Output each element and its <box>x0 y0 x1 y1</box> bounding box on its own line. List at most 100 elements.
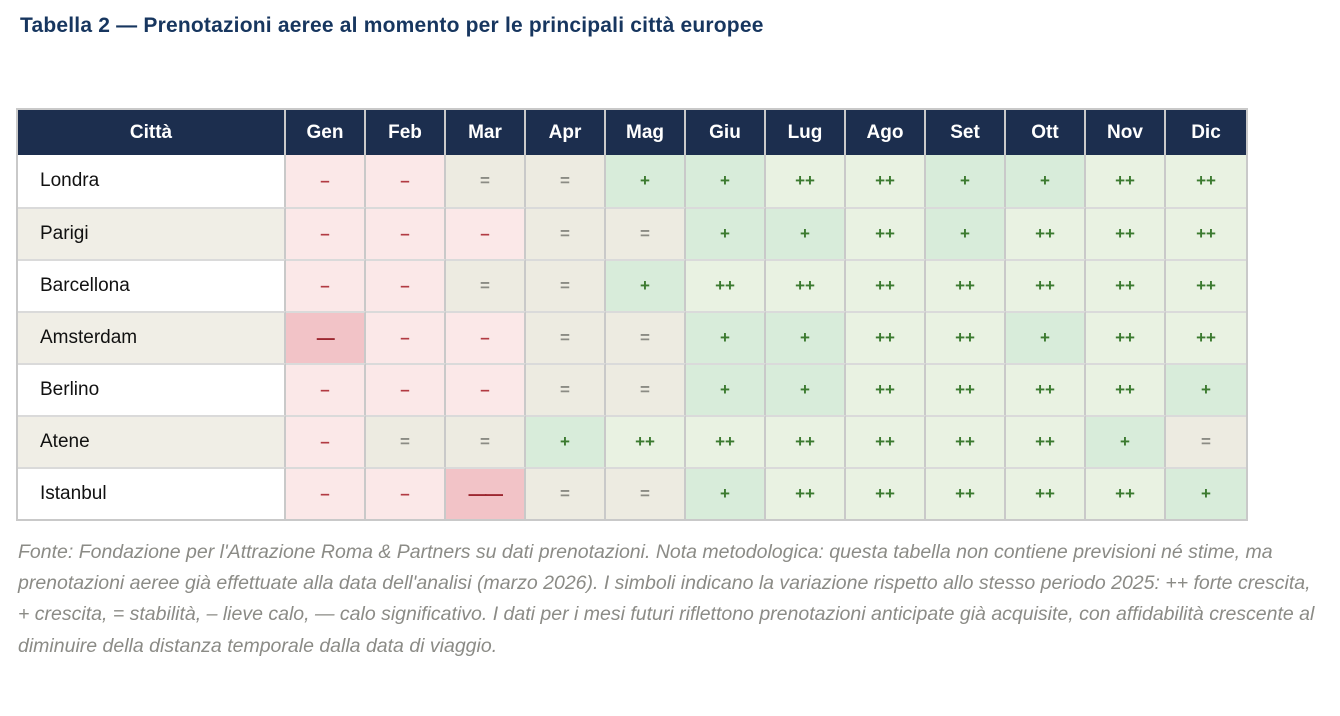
table-header: Città Gen Feb Mar Apr Mag Giu Lug Ago Set Ott Nov Di… <box>18 110 1246 155</box>
city-label: Londra <box>18 155 286 207</box>
booking-trend-cell: – <box>446 363 526 415</box>
booking-trend-cell: – <box>446 207 526 259</box>
booking-trend-cell: ++ <box>1166 155 1246 207</box>
month-column-header: Lug <box>766 110 846 155</box>
city-label: Parigi <box>18 207 286 259</box>
booking-trend-cell: + <box>686 207 766 259</box>
booking-trend-cell: – <box>366 363 446 415</box>
booking-trend-cell: = <box>606 363 686 415</box>
table-row: Londra – – = = + + ++ ++ + + ++ ++ <box>18 155 1246 207</box>
booking-trend-cell: ++ <box>1086 467 1166 519</box>
booking-trend-cell: ++ <box>846 259 926 311</box>
booking-trend-cell: ++ <box>686 259 766 311</box>
booking-trend-cell: = <box>526 311 606 363</box>
booking-trend-cell: ++ <box>766 467 846 519</box>
booking-trend-cell: + <box>766 311 846 363</box>
booking-trend-cell: = <box>606 467 686 519</box>
month-column-header: Set <box>926 110 1006 155</box>
month-column-header: Mag <box>606 110 686 155</box>
city-label: Istanbul <box>18 467 286 519</box>
booking-trend-cell: – <box>366 155 446 207</box>
booking-trend-cell: = <box>1166 415 1246 467</box>
booking-trend-cell: —— <box>446 467 526 519</box>
booking-trend-cell: + <box>686 467 766 519</box>
booking-trend-cell: ++ <box>846 311 926 363</box>
booking-trend-cell: – <box>366 207 446 259</box>
month-column-header: Ago <box>846 110 926 155</box>
booking-trend-cell: ++ <box>926 259 1006 311</box>
table-row: Atene – = = + ++ ++ ++ ++ ++ ++ + = <box>18 415 1246 467</box>
city-label: Atene <box>18 415 286 467</box>
booking-trend-cell: = <box>366 415 446 467</box>
booking-trend-cell: + <box>686 155 766 207</box>
table-row: Berlino – – – = = + + ++ ++ ++ ++ + <box>18 363 1246 415</box>
booking-trend-cell: + <box>526 415 606 467</box>
booking-trend-cell: ++ <box>846 363 926 415</box>
booking-trend-cell: = <box>526 207 606 259</box>
booking-trend-cell: ++ <box>1166 207 1246 259</box>
booking-trend-cell: – <box>366 259 446 311</box>
month-column-header: Feb <box>366 110 446 155</box>
booking-trend-cell: – <box>286 155 366 207</box>
city-column-header: Città <box>18 110 286 155</box>
booking-trend-cell: – <box>446 311 526 363</box>
booking-trend-cell: + <box>766 363 846 415</box>
month-column-header: Mar <box>446 110 526 155</box>
month-column-header: Dic <box>1166 110 1246 155</box>
booking-trend-cell: ++ <box>926 467 1006 519</box>
booking-trend-cell: ++ <box>926 311 1006 363</box>
booking-trend-cell: ++ <box>1006 207 1086 259</box>
booking-trend-cell: = <box>446 259 526 311</box>
booking-trend-cell: ++ <box>1086 363 1166 415</box>
booking-trend-cell: – <box>286 363 366 415</box>
booking-trend-cell: + <box>686 363 766 415</box>
table-row: Amsterdam — – – = = + + ++ ++ + ++ ++ <box>18 311 1246 363</box>
month-column-header: Gen <box>286 110 366 155</box>
booking-trend-cell: = <box>526 259 606 311</box>
booking-trend-cell: ++ <box>1086 259 1166 311</box>
month-column-header: Ott <box>1006 110 1086 155</box>
booking-trend-cell: – <box>286 415 366 467</box>
booking-trend-cell: = <box>526 467 606 519</box>
booking-trend-cell: + <box>1166 467 1246 519</box>
booking-trend-cell: – <box>366 311 446 363</box>
booking-trend-cell: – <box>286 207 366 259</box>
table-row: Istanbul – – —— = = + ++ ++ ++ ++ ++ + <box>18 467 1246 519</box>
booking-trend-cell: = <box>446 415 526 467</box>
booking-trend-cell: ++ <box>846 467 926 519</box>
booking-trend-cell: ++ <box>766 415 846 467</box>
booking-trend-cell: + <box>1006 311 1086 363</box>
booking-trend-cell: – <box>286 259 366 311</box>
booking-trend-cell: ++ <box>1006 363 1086 415</box>
booking-trend-cell: – <box>286 467 366 519</box>
booking-trend-cell: + <box>606 259 686 311</box>
booking-trend-cell: — <box>286 311 366 363</box>
source-footnote: Fonte: Fondazione per l'Attrazione Roma … <box>18 541 1315 657</box>
table-row: Parigi – – – = = + + ++ + ++ ++ ++ <box>18 207 1246 259</box>
booking-trend-cell: + <box>926 155 1006 207</box>
booking-trend-cell: = <box>526 155 606 207</box>
city-label: Barcellona <box>18 259 286 311</box>
booking-trend-cell: ++ <box>686 415 766 467</box>
booking-trend-cell: + <box>1166 363 1246 415</box>
booking-trend-cell: + <box>686 311 766 363</box>
table-title: Tabella 2 — Prenotazioni aeree al moment… <box>20 14 764 37</box>
booking-trend-cell: + <box>766 207 846 259</box>
booking-trend-cell: ++ <box>926 363 1006 415</box>
booking-trend-cell: ++ <box>846 155 926 207</box>
booking-trend-cell: ++ <box>766 155 846 207</box>
booking-trend-cell: ++ <box>846 415 926 467</box>
header-row: Città Gen Feb Mar Apr Mag Giu Lug Ago Set Ott Nov Di… <box>18 110 1246 155</box>
booking-trend-cell: + <box>926 207 1006 259</box>
table-body: Londra – – = = + + ++ ++ + + ++ ++ Parigi – – – = = + + ++ + ++… <box>18 155 1246 519</box>
month-column-header: Nov <box>1086 110 1166 155</box>
booking-trend-cell: – <box>366 467 446 519</box>
bookings-heatmap-table: Città Gen Feb Mar Apr Mag Giu Lug Ago Set Ott Nov Di… <box>16 108 1248 521</box>
booking-trend-cell: ++ <box>1006 415 1086 467</box>
booking-trend-cell: ++ <box>1166 311 1246 363</box>
booking-trend-cell: ++ <box>926 415 1006 467</box>
booking-trend-cell: + <box>606 155 686 207</box>
booking-trend-cell: + <box>1086 415 1166 467</box>
booking-trend-cell: ++ <box>1006 259 1086 311</box>
booking-trend-cell: + <box>1006 155 1086 207</box>
